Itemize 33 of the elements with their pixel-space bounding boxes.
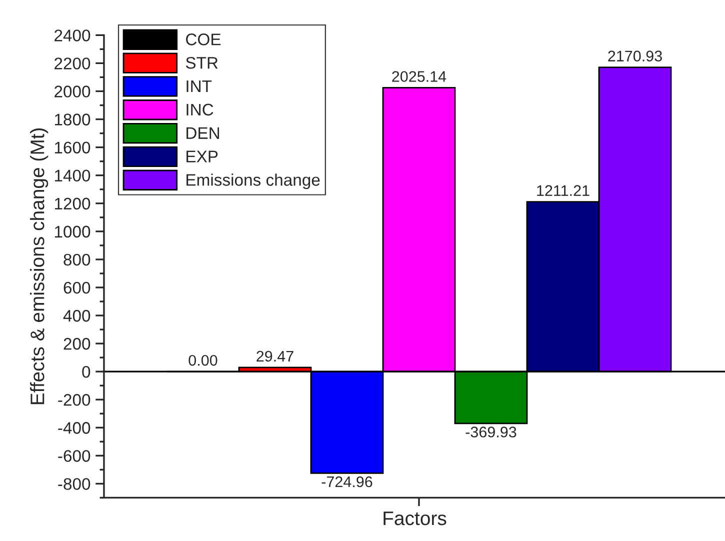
y-tick-label: 600 — [64, 282, 90, 294]
y-tick-label: -600 — [58, 450, 90, 462]
y-tick-label: 2400 — [54, 30, 90, 42]
y-tick-label: 1800 — [54, 114, 90, 126]
y-tick-label: 400 — [63, 310, 90, 322]
y-tick-label: 2200 — [54, 58, 90, 70]
data-label: -369.93 — [466, 426, 516, 438]
data-label: 0.00 — [188, 354, 218, 366]
y-tick-label: 1000 — [54, 226, 90, 238]
y-tick-label: -800 — [58, 478, 90, 490]
y-tick-label: 1600 — [54, 142, 90, 154]
y-tick-label: -200 — [58, 394, 90, 406]
legend-label: DEN — [186, 127, 220, 139]
data-label: -724.96 — [322, 476, 372, 488]
y-axis-title: Effects & emissions change (Mt) — [30, 128, 48, 404]
y-tick-label: 1400 — [54, 170, 90, 182]
y-tick-label: 0 — [82, 366, 90, 378]
legend-label: EXP — [186, 150, 218, 162]
y-tick-label: 2000 — [54, 86, 90, 98]
data-label: 2170.93 — [608, 50, 662, 62]
data-label: 29.47 — [256, 350, 294, 362]
legend-label: COE — [186, 34, 221, 46]
data-label: 2025.14 — [392, 71, 446, 82]
y-tick-label: 200 — [64, 338, 90, 350]
legend-label: Emissions change — [186, 174, 320, 190]
y-tick-label: 800 — [64, 254, 90, 266]
data-label: 1211.21 — [537, 185, 590, 196]
legend-label: STR — [186, 56, 218, 69]
y-tick-label: 1200 — [54, 198, 90, 210]
y-tick-label: -400 — [58, 422, 90, 434]
legend-label: INC — [186, 104, 214, 116]
legend-label: INT — [186, 80, 212, 92]
x-axis-title: Factors — [384, 512, 446, 526]
